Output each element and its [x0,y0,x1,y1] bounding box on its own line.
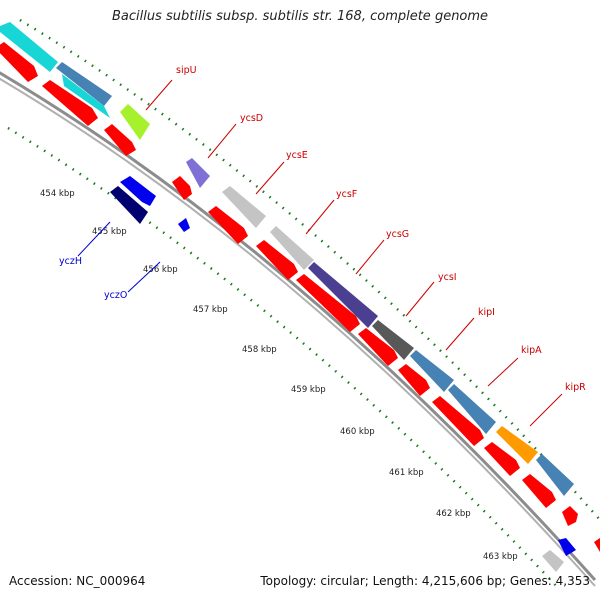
cds-arrow [562,506,578,526]
leader-line [127,261,161,293]
leader-line [77,221,111,257]
leader-line [529,393,563,427]
cog-ring [0,22,574,496]
leader-line [305,199,335,235]
gene-label-ycsD: ycsD [240,113,263,124]
gene-block [558,538,576,556]
cog-block [56,62,112,106]
accession-label: Accession: NC_000964 [9,574,146,588]
gene-label-kipI: kipI [478,307,495,318]
cds-arrow [104,124,136,156]
cds-arrow [172,176,192,200]
cog-block [0,22,58,72]
gene-label-ycsI: ycsI [438,272,457,283]
kbp-label: 457 kbp [193,305,228,315]
cds-arrow [594,538,600,552]
cds-arrow [42,80,98,126]
cds-arrow [296,274,360,332]
forward-gene-labels: sipU ycsD ycsE ycsF ycsG ycsI kipI kipA … [145,65,586,427]
leader-line [487,357,519,387]
gene-label-kipR: kipR [565,382,586,393]
cds-arrow [208,206,248,244]
cog-block [270,226,314,270]
kbp-label: 459 kbp [291,385,326,395]
cog-block [62,74,110,118]
leader-line [255,161,285,195]
kbp-label: 454 kbp [40,189,75,199]
inner-dotted-ring [7,126,561,591]
backbone-inner [0,77,596,587]
backbone-outer [0,71,597,581]
cds-arrow [432,396,484,446]
cds-arrow [358,328,398,366]
cog-block [448,384,496,434]
cog-block [496,426,538,464]
cog-block [222,186,266,228]
kbp-label: 458 kbp [242,345,277,355]
leader-line [145,79,173,111]
leader-line [355,239,385,275]
kbp-label: 455 kbp [92,227,127,237]
cog-block [410,350,454,392]
cds-arrow [522,474,556,508]
reverse-gene-labels: yczH yczO [59,221,161,301]
gene-label-ycsG: ycsG [386,229,409,240]
leader-line [207,123,237,159]
map-title: Bacillus subtilis subsp. subtilis str. 1… [111,9,489,24]
cog-block [186,158,210,188]
reverse-genes [110,176,576,572]
gene-label-kipA: kipA [521,345,542,356]
cds-arrow [398,364,430,396]
gene-block [120,176,156,206]
kbp-label: 456 kbp [143,265,178,275]
cds-arrow [484,442,520,476]
gene-label-ycsF: ycsF [336,189,357,200]
kbp-label: 461 kbp [389,468,424,478]
leader-line [445,317,475,351]
gene-label-sipU: sipU [176,65,197,76]
gene-label-yczH: yczH [59,256,82,267]
kbp-label: 460 kbp [340,427,375,437]
topology-stats: Topology: circular; Length: 4,215,606 bp… [260,574,590,588]
gene-block [542,550,564,572]
kbp-labels: 454 kbp 455 kbp 456 kbp 457 kbp 458 kbp … [40,189,518,562]
gene-label-ycsE: ycsE [286,150,308,161]
cog-block [308,262,378,328]
kbp-label: 462 kbp [436,509,471,519]
gene-block [110,186,148,224]
cog-block [120,104,150,140]
cds-arrow [0,42,38,82]
cog-block [536,454,574,496]
gene-label-yczO: yczO [104,290,127,301]
cds-arrow [256,240,298,280]
cog-block [372,320,414,360]
kbp-label: 463 kbp [483,552,518,562]
gene-block [178,218,190,232]
cds-ring [0,42,600,552]
leader-line [405,281,435,317]
